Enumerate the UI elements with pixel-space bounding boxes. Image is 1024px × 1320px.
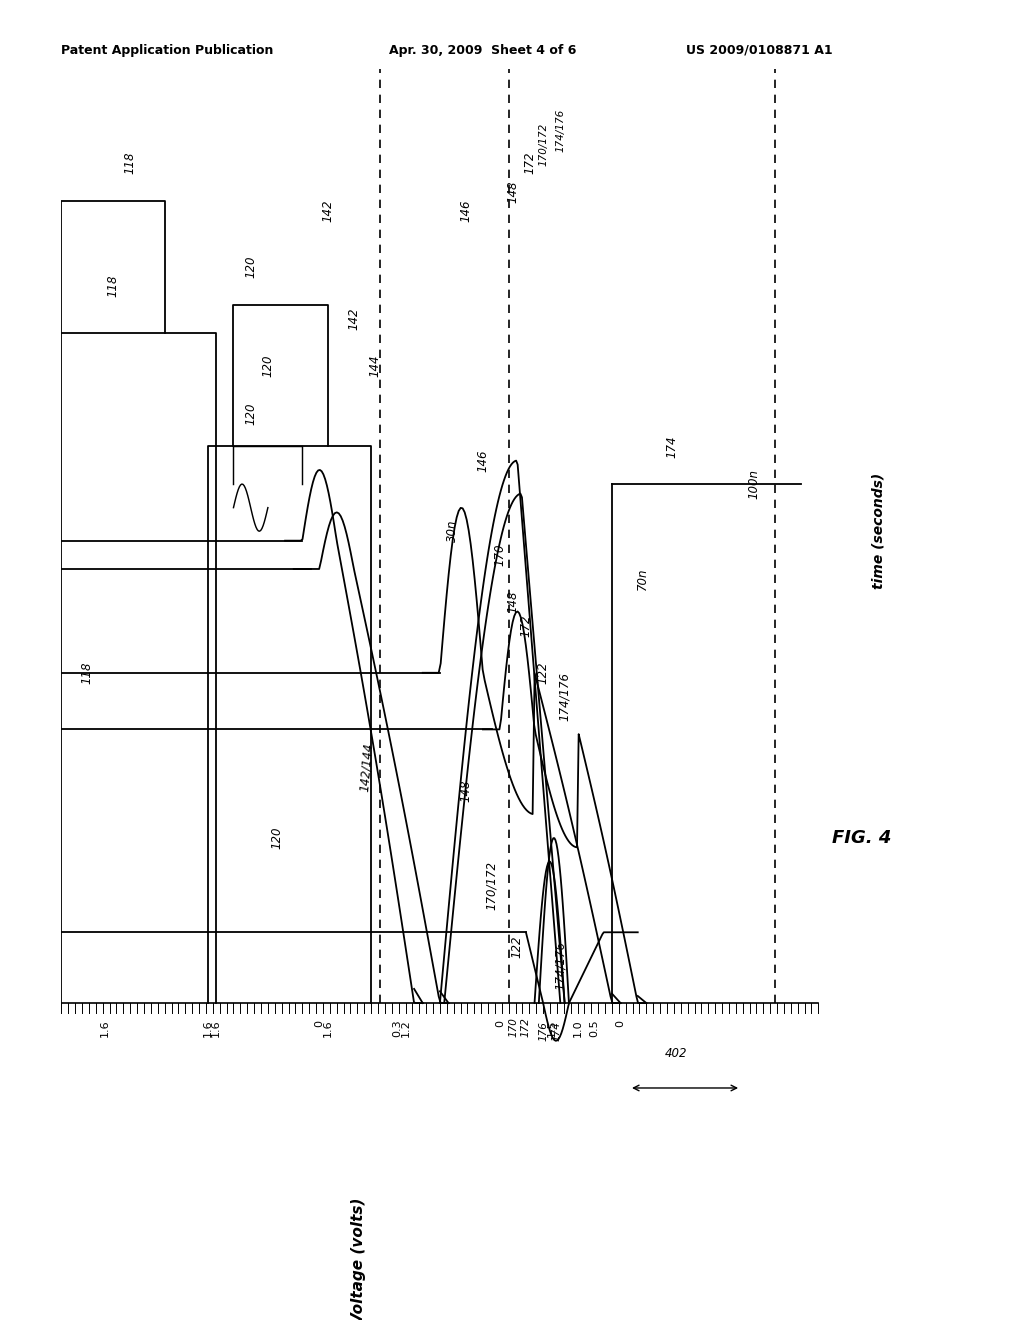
Text: 100n: 100n <box>748 469 761 499</box>
Text: 144: 144 <box>369 355 382 378</box>
Text: 118: 118 <box>124 152 137 174</box>
Text: US 2009/0108871 A1: US 2009/0108871 A1 <box>686 44 833 57</box>
Text: 1.2: 1.2 <box>400 1019 411 1038</box>
Text: 142: 142 <box>322 199 335 222</box>
Text: 118: 118 <box>81 661 94 684</box>
Text: time (seconds): time (seconds) <box>871 473 886 589</box>
Text: 170/172: 170/172 <box>539 123 548 166</box>
Text: 170: 170 <box>508 1016 518 1036</box>
Text: 402: 402 <box>666 1047 688 1060</box>
Text: 174: 174 <box>666 436 679 458</box>
Text: 0: 0 <box>496 1019 505 1027</box>
Text: 1.5: 1.5 <box>547 1019 557 1038</box>
Text: 70n: 70n <box>636 568 648 590</box>
Text: Voltage (volts): Voltage (volts) <box>351 1197 366 1320</box>
Text: 176: 176 <box>539 1022 548 1041</box>
Text: 1.6: 1.6 <box>203 1019 213 1038</box>
Text: 122: 122 <box>511 935 524 958</box>
Text: 30n: 30n <box>446 520 460 543</box>
Text: 0: 0 <box>314 1019 325 1027</box>
Text: 174: 174 <box>551 1022 561 1041</box>
Text: 1.6: 1.6 <box>211 1019 221 1038</box>
Text: Apr. 30, 2009  Sheet 4 of 6: Apr. 30, 2009 Sheet 4 of 6 <box>389 44 577 57</box>
Text: 0.5: 0.5 <box>590 1019 600 1038</box>
Text: 1.6: 1.6 <box>324 1019 333 1038</box>
Text: 148: 148 <box>459 780 472 803</box>
Text: 120: 120 <box>244 256 257 279</box>
Text: 172: 172 <box>519 614 532 636</box>
Text: 170/172: 170/172 <box>485 861 498 909</box>
Text: 172: 172 <box>523 152 537 174</box>
Text: 1.0: 1.0 <box>572 1019 583 1038</box>
Text: 0.3: 0.3 <box>392 1019 401 1038</box>
Text: 142/144: 142/144 <box>358 742 376 792</box>
Text: 142: 142 <box>347 308 360 330</box>
Text: 170: 170 <box>494 544 507 566</box>
Text: 172: 172 <box>521 1016 530 1036</box>
Text: 120: 120 <box>244 403 257 425</box>
Text: 120: 120 <box>270 826 283 849</box>
Text: 146: 146 <box>459 199 472 222</box>
Text: 174/176: 174/176 <box>558 672 571 721</box>
Text: FIG. 4: FIG. 4 <box>831 829 891 847</box>
Text: 148: 148 <box>507 181 519 203</box>
Text: 122: 122 <box>537 661 550 684</box>
Text: 146: 146 <box>476 449 489 471</box>
Text: 174/176: 174/176 <box>555 108 565 152</box>
Text: 120: 120 <box>261 355 274 378</box>
Text: Patent Application Publication: Patent Application Publication <box>61 44 273 57</box>
Text: 0: 0 <box>615 1019 626 1027</box>
Text: 174/176: 174/176 <box>554 941 567 990</box>
Text: 118: 118 <box>106 275 120 297</box>
Text: 1.6: 1.6 <box>99 1019 110 1038</box>
Text: 148: 148 <box>507 591 519 614</box>
